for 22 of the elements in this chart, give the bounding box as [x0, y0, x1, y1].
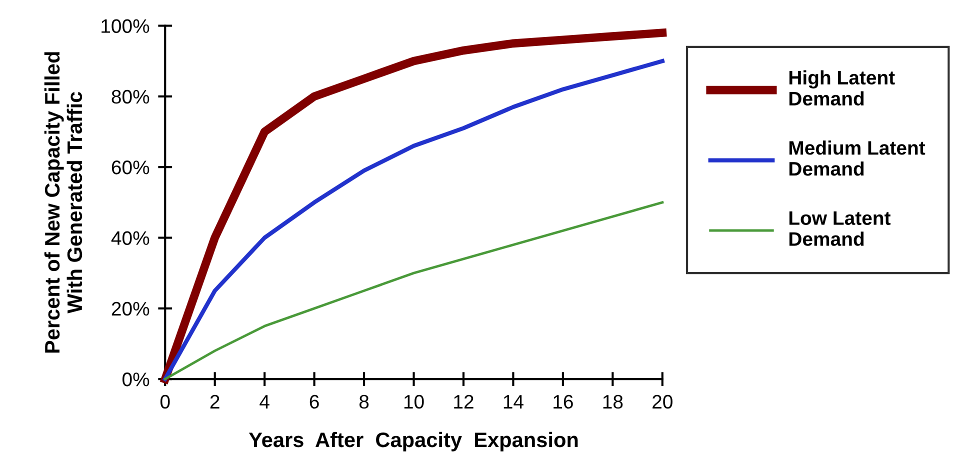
x-tick-label: 12 — [454, 394, 474, 408]
x-tick-label: 14 — [504, 395, 524, 408]
y-tick-label: 60% — [112, 160, 150, 174]
x-tick-label: 18 — [603, 394, 623, 409]
x-tick-label: 20 — [652, 394, 672, 409]
y-axis-title: Percent of New Capacity Filled With Generated Traffic — [44, 52, 82, 353]
y-tick-label: 40% — [111, 231, 150, 245]
legend-label: Low Latent Demand — [789, 211, 891, 246]
x-tick-label: 4 — [260, 395, 270, 408]
y-tick-label: 100% — [102, 19, 150, 33]
x-tick-label: 6 — [310, 394, 319, 409]
y-tick-label: 20% — [112, 302, 150, 316]
legend-label: High Latent Demand — [789, 70, 895, 106]
legend-label: Medium Latent Demand — [789, 140, 926, 176]
y-tick-label: 80% — [112, 90, 150, 104]
x-tick-label: 8 — [359, 394, 369, 409]
x-tick-label: 2 — [210, 394, 220, 408]
x-tick-label: 0 — [160, 394, 170, 409]
x-tick-label: 10 — [404, 394, 424, 409]
x-tick-label: 16 — [554, 394, 573, 409]
y-tick-label: 0% — [122, 372, 150, 386]
x-axis-title: Years After Capacity Expansion — [248, 432, 578, 452]
